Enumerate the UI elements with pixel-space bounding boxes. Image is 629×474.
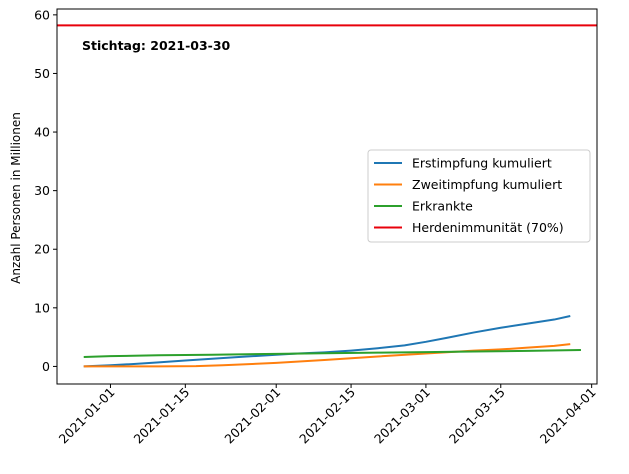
y-tick-label: 40 — [34, 125, 50, 140]
y-tick-label: 60 — [34, 7, 50, 22]
x-tick-label: 2021-02-15 — [296, 385, 358, 447]
x-tick-label: 2021-04-01 — [537, 385, 599, 447]
x-tick-label: 2021-02-01 — [221, 385, 283, 447]
legend-entry: Erkrankte — [412, 199, 473, 214]
stichtag-annotation: Stichtag: 2021-03-30 — [82, 38, 231, 53]
x-tick-label: 2021-01-15 — [130, 385, 192, 447]
x-tick-label: 2021-03-15 — [446, 385, 508, 447]
x-tick-label: 2021-01-01 — [56, 385, 118, 447]
y-tick-label: 30 — [34, 183, 50, 198]
legend-entry: Herdenimmunität (70%) — [412, 220, 564, 235]
series-line-1 — [83, 315, 571, 368]
y-tick-label: 0 — [42, 359, 50, 374]
y-axis-label: Anzahl Personen in Millionen — [9, 112, 23, 284]
y-tick-label: 50 — [34, 66, 50, 81]
y-tick-label: 20 — [34, 242, 50, 257]
y-tick-label: 10 — [34, 300, 50, 315]
series-line-3 — [83, 349, 581, 359]
axes-frame — [56, 8, 598, 385]
plot-area — [57, 24, 597, 368]
x-tick-label: 2021-03-01 — [371, 385, 433, 447]
legend: Erstimpfung kumuliert Zweitimpfung kumuli… — [367, 149, 591, 243]
legend-entry: Erstimpfung kumuliert — [412, 156, 552, 171]
series-line-2 — [83, 343, 571, 368]
legend-entry: Zweitimpfung kumuliert — [412, 177, 562, 192]
legend-box — [367, 149, 591, 243]
